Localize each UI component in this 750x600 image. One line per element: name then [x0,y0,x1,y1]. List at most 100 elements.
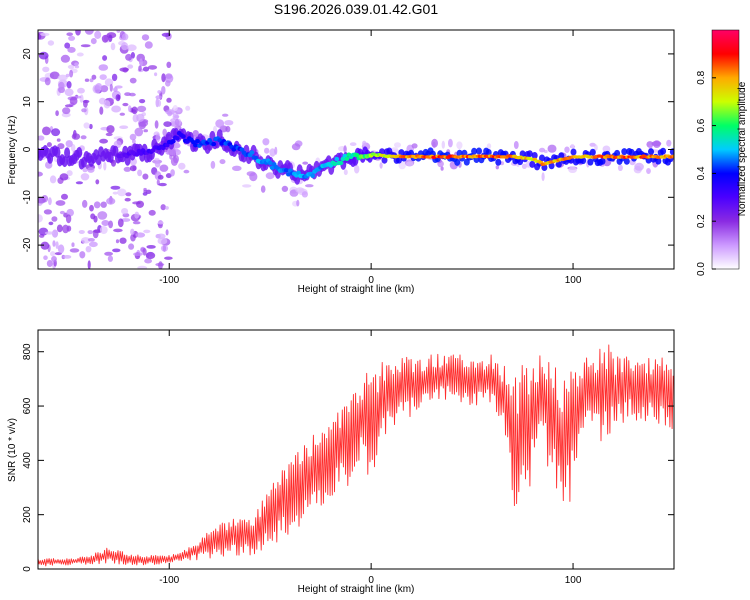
spectrogram-ridge-halo [587,158,594,166]
snr-plot-area [38,330,674,569]
spectrogram-noise-cell [568,166,577,173]
spectrogram-noise-cell [154,157,160,161]
spectrogram-noise-cell [107,255,113,262]
colorbar-tick-label: 0.4 [696,166,707,180]
spectrogram-noise-cell [65,140,73,148]
spectrogram-noise-cell [390,147,399,152]
spectrogram-noise-cell [166,97,172,103]
spectrogram-noise-cell [143,189,148,193]
spectrogram-noise-cell [60,54,70,63]
spectrogram-xtick-label: 100 [565,275,582,286]
spectrogram-noise-cell [158,261,163,269]
spectrogram-noise-cell [305,184,314,188]
spectrogram-noise-cell [38,197,46,204]
spectrogram-noise-cell [161,85,166,95]
spectrogram-noise-cell [65,214,72,224]
colorbar: 0.0 0.2 0.4 0.6 0.8 Normalized spectral ampl… [696,29,748,276]
spectrogram-ridge-halo [398,149,405,157]
snr-ytick-label: 200 [22,506,33,523]
spectrogram-ridge-halo [454,158,461,166]
spectrogram-noise-cell [269,148,276,157]
spectrogram-noise-cell [157,237,168,245]
spectrogram-ridge-cell [170,139,176,144]
spectrogram-noise-cell [129,133,137,141]
spectrogram-noise-cell [128,243,135,250]
spectrogram-ridge-cell [332,161,338,166]
spectrogram-noise-cell [87,230,94,235]
colorbar-scale [711,29,740,270]
spectrogram-noise-cell [51,128,61,137]
spectrogram-ridge-cell [344,156,350,161]
spectrogram-noise-cell [38,51,49,60]
spectrogram-noise-cell [144,258,153,264]
spectrogram-noise-cell [110,185,121,190]
spectrogram-noise-cell [141,34,150,41]
spectrogram-ridge-halo [526,150,533,158]
spectrogram-noise-cell [132,221,141,225]
spectrogram-noise-cell [174,118,180,127]
spectrogram-noise-cell [55,200,66,206]
spectrogram-frame [37,29,675,270]
spectrogram-noise-cell [192,130,199,137]
spectrogram-noise-cell [42,126,51,136]
spectrogram-noise-cell [343,169,348,176]
spectrogram-noise-cell [56,224,63,233]
spectrogram-noise-cell [115,239,120,244]
spectrogram-noise-cell [105,132,113,137]
spectrogram-noise-cell [411,143,418,149]
spectrogram-noise-cell [38,135,45,141]
spectrogram-noise-cell [83,100,88,108]
spectrogram-noise-cell [166,61,172,68]
spectrogram-ridge-halo [476,147,482,155]
spectrogram-noise-cell [570,143,575,149]
spectrogram-noise-cell [49,71,60,80]
spectrogram-noise-cell [59,210,65,215]
spectrogram-ridge-halo [669,148,674,156]
snr-series-line [38,344,674,567]
spectrogram-noise-cell [85,246,92,253]
spectrogram-noise-cell [106,197,116,205]
spectrogram-noise-cell [547,144,557,153]
spectrogram-noise-cell [124,197,131,202]
spectrogram-noise-cell [63,255,72,259]
snr-xtick-label: 0 [368,575,374,586]
spectrogram-noise-cell [64,42,71,49]
spectrogram-noise-cell [136,200,144,208]
spectrogram-noise-cell [50,251,56,257]
spectrogram-noise-cell [431,138,438,148]
spectrogram-noise-cell [75,181,83,185]
spectrogram-noise-cell [126,44,137,51]
spectrogram-noise-cell [295,187,305,193]
spectrogram-noise-cell [58,81,65,90]
spectrogram-noise-cell [47,40,55,46]
spectrogram-ridge-halo [495,158,502,166]
spectrogram-noise-cell [440,166,444,171]
spectrogram-noise-cell [157,221,164,225]
spectrogram-noise-cell [98,64,109,71]
spectrogram-noise-cell [146,245,156,249]
spectrogram-noise-cell [80,135,87,140]
colorbar-tick-label: 0.6 [696,118,707,132]
spectrogram-noise-cell [89,123,93,130]
colorbar-tick-label: 0.2 [696,214,707,228]
spectrogram-noise-cell [148,209,156,216]
spectrogram-ridge-cell [185,139,190,144]
spectrogram-ytick-label: 20 [22,48,33,60]
snr-xtick-label: -100 [159,575,179,586]
snr-axes: -100 0 100 0 200 400 600 800 [22,330,674,586]
spectrogram-noise-cell [155,133,161,143]
spectrogram-noise-cell [62,224,70,234]
spectrogram-ridge-cell [267,160,273,166]
spectrogram-noise-cell [67,46,76,53]
spectrogram-noise-cell [156,233,166,239]
spectrogram-noise-cell [164,256,173,260]
spectrogram-ridge-cell [174,136,180,141]
spectrogram-noise-cell [103,100,111,109]
spectrogram-noise-cell [219,159,226,165]
spectrogram-noise-cell [51,229,59,238]
spectrogram-noise-cell [301,191,308,198]
spectrogram-noise-cell [136,113,145,122]
spectrogram-noise-cell [154,120,159,129]
spectrogram-noise-cell [99,138,108,144]
spectrogram-noise-cell [89,204,94,212]
